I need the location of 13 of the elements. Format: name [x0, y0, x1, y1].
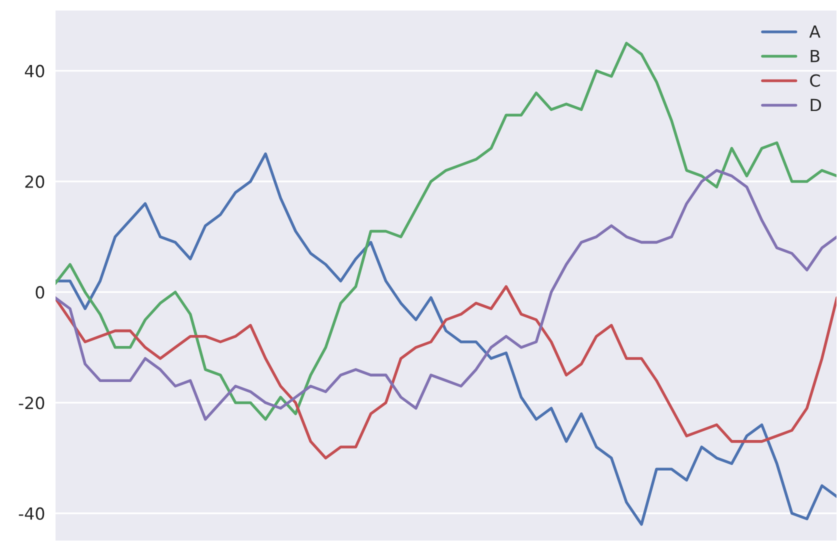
- legend-label: B: [810, 50, 820, 62]
- y-tick-label: 0: [36, 286, 44, 299]
- line-series: [55, 169, 837, 421]
- y-tick-label: 20: [25, 175, 44, 188]
- y-tick-label: -20: [18, 396, 44, 410]
- legend-label: C: [810, 74, 820, 87]
- legend-label: A: [809, 26, 820, 38]
- y-tick-label: -40: [18, 507, 44, 520]
- legend-label: D: [810, 98, 822, 112]
- line-series: [55, 285, 837, 460]
- y-tick-label: 40: [24, 64, 44, 78]
- line-series: [55, 152, 837, 526]
- line-series: [55, 42, 837, 421]
